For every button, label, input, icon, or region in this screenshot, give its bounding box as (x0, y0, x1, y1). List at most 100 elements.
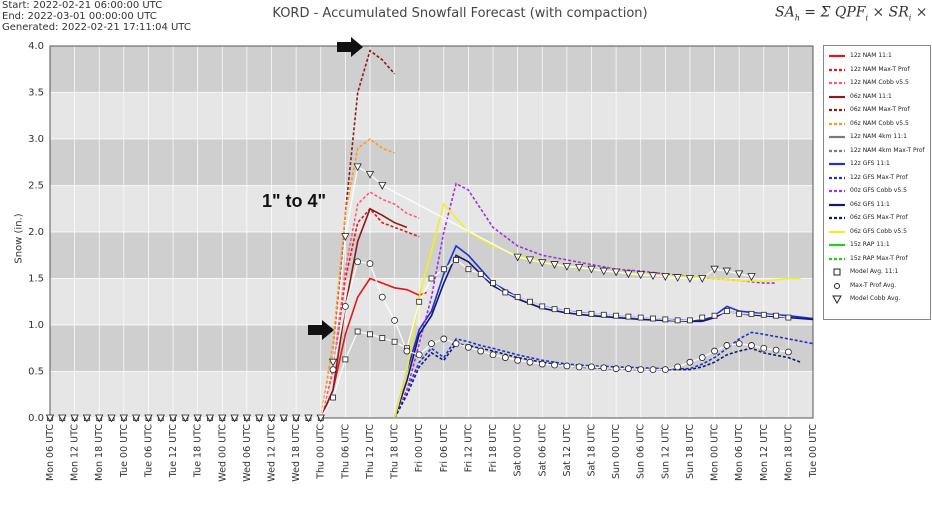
avg-triangle-marker (230, 414, 239, 423)
y-tick-label: 0.0 (28, 413, 44, 424)
grid-band (50, 92, 813, 139)
plot-frame (49, 45, 814, 419)
avg-circle-marker (354, 258, 362, 266)
avg-triangle-marker (316, 414, 325, 423)
avg-square-marker (342, 356, 349, 363)
x-tick-label: Mon 12 UTC (759, 424, 770, 481)
range-annotation: 1" to 4" (262, 191, 327, 211)
avg-square-marker (379, 335, 386, 341)
avg-circle-marker (452, 340, 460, 348)
avg-circle-marker (723, 342, 731, 349)
avg-triangle-marker (550, 261, 559, 269)
legend-label: 12z GFS Max-T Prof (850, 173, 908, 181)
avg-triangle-marker (45, 414, 55, 423)
x-tick-label: Mon 06 UTC (45, 424, 56, 481)
legend-symbol (829, 230, 845, 233)
x-tick-label: Sat 00 UTC (513, 424, 524, 477)
series-line (319, 207, 408, 419)
avg-circle-marker (735, 340, 743, 348)
avg-triangle-marker (255, 414, 264, 423)
legend-symbol (829, 135, 845, 139)
x-tick-label: Fri 12 UTC (463, 424, 474, 473)
x-tick-label: Thu 00 UTC (316, 424, 327, 480)
avg-circle-marker (477, 347, 485, 355)
avg-circle-marker (784, 348, 792, 356)
x-tick-label: Mon 12 UTC (70, 424, 81, 481)
legend-label: 15z RAP 11:1 (850, 241, 890, 248)
avg-triangle-marker (624, 270, 633, 279)
x-tick-label: Tue 06 UTC (143, 424, 154, 479)
avg-circle-marker (551, 361, 558, 369)
avg-circle-marker (612, 365, 620, 373)
avg-square-marker (391, 338, 398, 345)
avg-square-marker (662, 316, 669, 323)
legend-label: 06z GFS Max-T Prof (850, 214, 908, 221)
x-tick-label: Sun 00 UTC (611, 424, 622, 479)
avg-triangle-marker (242, 414, 252, 423)
formula: SAh = Σ QPFi × SRi × e−α(h−i) (775, 4, 932, 23)
avg-square-marker (514, 294, 521, 301)
x-tick-label: Wed 00 UTC (217, 424, 228, 482)
avg-circle-marker (489, 351, 497, 359)
y-tick-label: 1.5 (28, 274, 44, 285)
legend-label: 06z GFS Cobb v5.5 (850, 227, 907, 235)
x-tick-label: Thu 18 UTC (390, 424, 401, 480)
legend-label: 12z NAM Max-T Prof (850, 65, 910, 73)
avg-triangle-marker (218, 414, 227, 423)
avg-circle-marker (588, 363, 595, 371)
grid-band (50, 46, 813, 93)
avg-circle-marker (600, 364, 608, 372)
legend-symbol (829, 243, 845, 247)
avg-circle-marker (661, 366, 669, 374)
avg-triangle-marker (698, 275, 707, 283)
avg-triangle-marker (341, 233, 350, 241)
avg-triangle-marker (58, 414, 67, 423)
legend-label: Model Avg. 11:1 (850, 268, 899, 275)
avg-triangle-marker (181, 414, 190, 423)
avg-square-marker (465, 266, 472, 273)
avg-triangle-marker (587, 265, 596, 274)
legend-symbol (829, 203, 845, 206)
avg-circle-marker (649, 366, 657, 374)
avg-square-marker (723, 308, 730, 314)
avg-square-marker (773, 312, 779, 319)
legend-symbol (829, 81, 845, 85)
avg-square-marker (576, 310, 583, 316)
x-tick-label: Fri 18 UTC (488, 424, 499, 473)
generated-time: Generated: 2022-02-21 17:11:04 UTC (2, 22, 191, 33)
legend-label: 06z GFS 11:1 (850, 200, 890, 208)
avg-circle-marker (772, 346, 780, 354)
avg-circle-marker (501, 354, 509, 361)
avg-triangle-marker (513, 253, 522, 262)
avg-square-marker (551, 306, 558, 313)
avg-square-marker (748, 310, 755, 317)
avg-triangle-marker (365, 170, 375, 179)
avg-circle-marker (526, 358, 534, 366)
avg-square-marker (711, 312, 718, 319)
legend-label: 06z NAM Cobb v5.5 (850, 119, 909, 127)
legend-label: 06z NAM Max-T Prof (850, 106, 910, 113)
legend-symbol (829, 108, 845, 112)
legend-label: 00z GFS Cobb v5.5 (850, 187, 907, 194)
avg-triangle-marker (193, 414, 202, 423)
avg-circle-marker (428, 340, 435, 348)
legend-symbol (829, 95, 845, 98)
avg-square-marker (699, 314, 706, 321)
x-tick-label: Tue 00 UTC (119, 424, 130, 479)
avg-square-marker (490, 280, 496, 287)
avg-triangle-marker (611, 268, 621, 277)
avg-square-marker (625, 313, 632, 320)
x-tick-label: Sat 18 UTC (586, 424, 597, 477)
avg-triangle-marker (131, 414, 141, 423)
end-time: End: 2022-03-01 00:00:00 UTC (2, 11, 157, 22)
legend-label: Max-T Prof Avg. (850, 281, 897, 289)
avg-triangle-marker (168, 414, 178, 423)
avg-square-marker (588, 310, 595, 317)
legend-label: 12z NAM Cobb v5.5 (850, 79, 909, 86)
avg-triangle-marker (661, 273, 670, 281)
x-tick-label: Wed 06 UTC (242, 424, 253, 482)
avg-square-marker (637, 314, 644, 321)
legend-label: 12z GFS 11:1 (850, 160, 890, 167)
x-tick-label: Thu 12 UTC (365, 424, 376, 480)
chart-title: KORD - Accumulated Snowfall Forecast (wi… (272, 6, 648, 21)
